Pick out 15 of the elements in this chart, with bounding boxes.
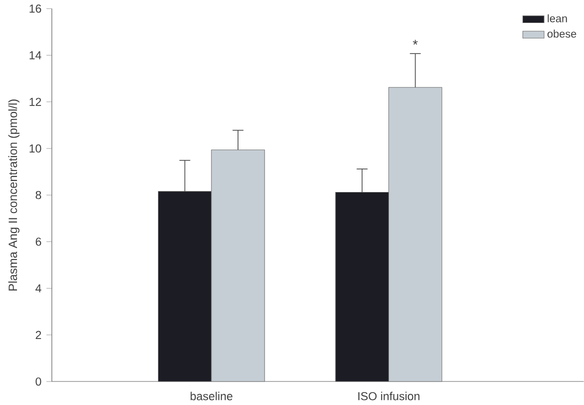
legend-label: lean <box>548 14 567 22</box>
y-tick-label: 14 <box>30 51 42 60</box>
x-tick-label: ISO infusion <box>358 392 420 400</box>
y-tick-label: 16 <box>30 4 42 13</box>
y-tick-label: 4 <box>35 284 42 292</box>
legend-label: obese <box>548 30 576 38</box>
y-axis-title: Plasma Ang II concentration (pmol/l) <box>8 100 20 291</box>
x-tick-label: baseline <box>190 392 232 400</box>
y-tick-label: 10 <box>30 144 42 153</box>
y-tick-label: 8 <box>36 191 42 200</box>
y-tick-label: 12 <box>30 98 42 106</box>
y-tick-label: 6 <box>36 238 42 246</box>
y-tick-label: 2 <box>36 331 42 340</box>
annotation: * <box>412 40 418 45</box>
y-tick-label: 0 <box>36 378 42 386</box>
